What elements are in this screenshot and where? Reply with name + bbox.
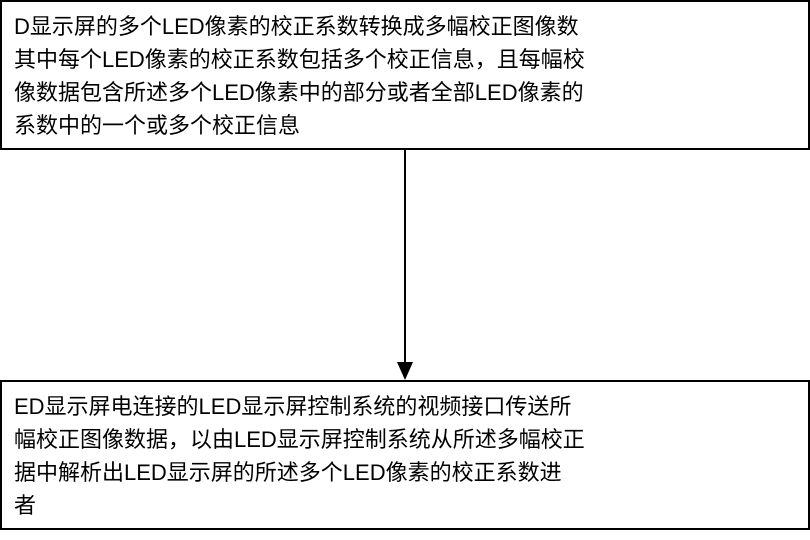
flow-step-2-text: ED显示屏电连接的LED显示屏控制系统的视频接口传送所 幅校正图像数据，以由LE… bbox=[14, 394, 585, 518]
flow-step-2: ED显示屏电连接的LED显示屏控制系统的视频接口传送所 幅校正图像数据，以由LE… bbox=[0, 380, 810, 530]
flow-step-1-text: D显示屏的多个LED像素的校正系数转换成多幅校正图像数 其中每个LED像素的校正… bbox=[14, 14, 585, 138]
flow-arrow bbox=[0, 150, 810, 380]
arrow-icon bbox=[0, 150, 810, 380]
flow-step-1: D显示屏的多个LED像素的校正系数转换成多幅校正图像数 其中每个LED像素的校正… bbox=[0, 0, 810, 150]
